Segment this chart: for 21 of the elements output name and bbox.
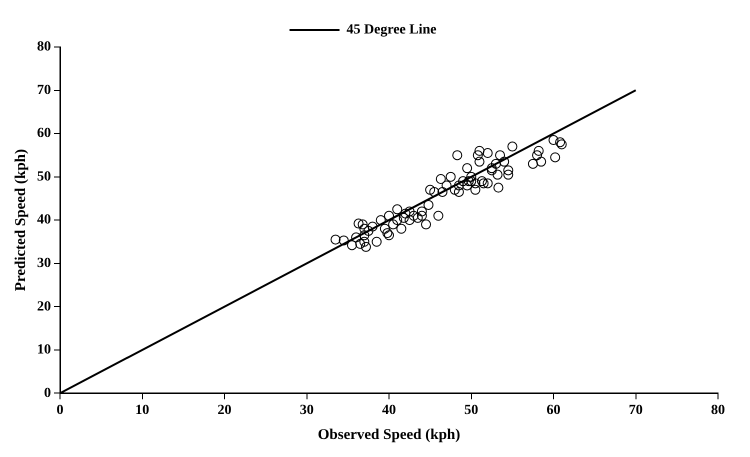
- y-tick-label: 30: [37, 256, 51, 271]
- y-tick-label: 0: [44, 386, 51, 401]
- y-tick-label: 20: [37, 299, 51, 314]
- x-tick-label: 80: [711, 403, 725, 418]
- x-tick-label: 10: [135, 403, 150, 418]
- legend-label: 45 Degree Line: [346, 22, 436, 38]
- y-tick-label: 10: [37, 342, 51, 358]
- x-tick-label: 50: [464, 403, 478, 418]
- y-axis-title: Predicted Speed (kph): [12, 148, 29, 292]
- x-tick-label: 30: [300, 403, 314, 418]
- y-tick-label: 60: [37, 126, 51, 142]
- y-tick-label: 70: [37, 82, 51, 98]
- y-tick-label: 80: [37, 40, 51, 55]
- x-tick-label: 20: [218, 403, 232, 418]
- y-tick-label: 50: [37, 169, 51, 184]
- x-tick-label: 70: [628, 403, 643, 418]
- x-tick-label: 40: [382, 403, 396, 418]
- x-tick-label: 60: [546, 403, 560, 418]
- x-axis-title: Observed Speed (kph): [318, 426, 460, 443]
- y-tick-label: 40: [37, 212, 51, 228]
- x-tick-label: 0: [56, 403, 64, 418]
